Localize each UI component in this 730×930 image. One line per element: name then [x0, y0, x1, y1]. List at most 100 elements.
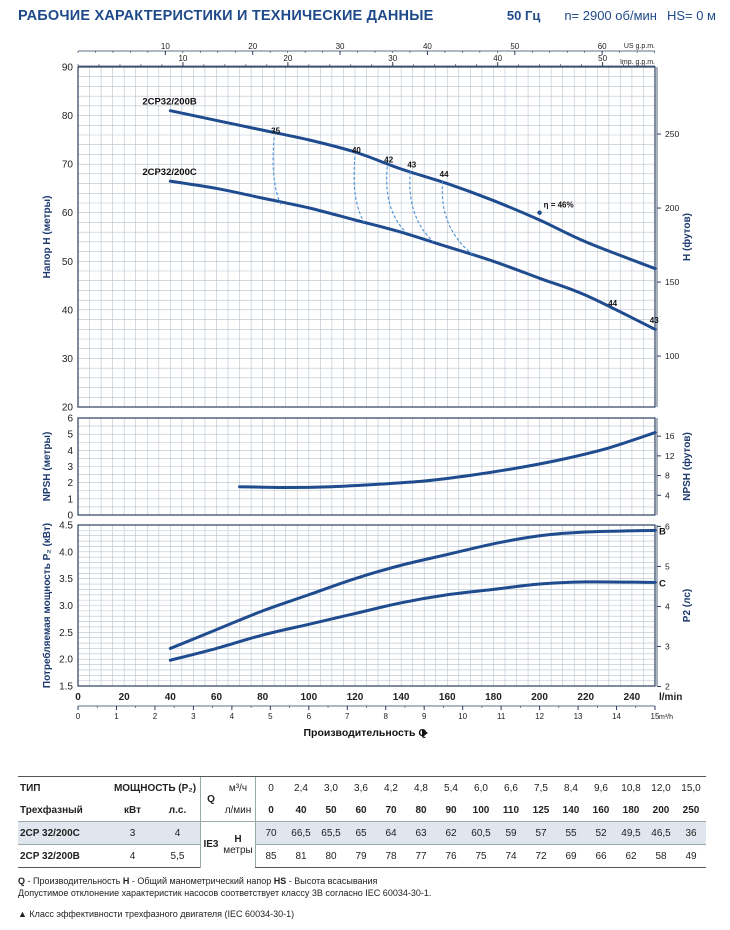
table-unit-m3h: м³/ч	[221, 776, 256, 799]
h-value-cell: 64	[376, 821, 406, 845]
note-h-text: - Общий манометрический напор	[129, 876, 274, 886]
q-lmin-cell: 100	[472, 804, 490, 816]
q-m3h-cell: 15,0	[676, 776, 706, 799]
x-tick-label: 80	[257, 692, 269, 703]
table-header-power: МОЩНОСТЬ (P₂)	[110, 776, 201, 799]
m3h-tick-label: 13	[574, 712, 583, 721]
x-tick-label: 220	[577, 692, 594, 703]
q-lmin-cell: 40	[295, 804, 307, 816]
h-value-cell: 58	[646, 844, 676, 868]
table-header-type: ТИП	[18, 776, 110, 799]
table-header-kw: кВт	[124, 804, 141, 816]
y-tick-label: 1.5	[59, 682, 73, 693]
efficiency-label: 35	[271, 126, 280, 135]
m3h-tick-label: 9	[422, 712, 427, 721]
q-m3h-cell: 6,0	[466, 776, 496, 799]
h-value-cell: 66	[586, 844, 616, 868]
table-row-kw: 4	[110, 844, 155, 868]
y-tick-label: 70	[62, 160, 74, 171]
x-tick-label: 140	[393, 692, 410, 703]
q-lmin-cell: 0	[255, 799, 286, 822]
speed-label: n= 2900 об/мин	[564, 8, 657, 23]
q-lmin-cell: 70	[385, 804, 397, 816]
h-value-cell: 66,5	[286, 821, 316, 845]
q-lmin-cell: 125	[532, 804, 550, 816]
x-tick-label: 100	[300, 692, 317, 703]
h-value-cell: 74	[496, 844, 526, 868]
q-lmin-cell: 60	[355, 804, 367, 816]
y-tick-label: 2	[67, 478, 73, 489]
q-lmin-cell: 200	[652, 804, 670, 816]
y-right-tick-label: 3	[665, 641, 670, 651]
y-tick-label: 3.0	[59, 601, 73, 612]
q-m3h-cell: 0	[255, 776, 286, 799]
h-value-cell: 81	[286, 844, 316, 868]
footer-ie-note: ▲ Класс эффективности трехфазного двигат…	[18, 909, 295, 919]
y-right-axis-title: NPSH (футов)	[681, 432, 693, 501]
h-value-cell: 55	[556, 821, 586, 845]
notes-tolerance: Допустимое отклонение характеристик насо…	[18, 887, 432, 898]
us-gpm-unit: US g.p.m.	[624, 43, 655, 50]
efficiency-curve	[441, 181, 476, 257]
y-tick-label: 60	[62, 208, 74, 219]
efficiency-curve	[409, 171, 434, 243]
m3h-tick-label: 0	[76, 712, 81, 721]
technical-data-table: ТИП МОЩНОСТЬ (P₂) Q м³/ч 0 2,4 3,0 3,6 4,2 4…	[18, 776, 706, 868]
h-value-cell: 76	[436, 844, 466, 868]
table-row-model: 2CP 32/200C	[18, 821, 110, 845]
series-line	[168, 109, 657, 271]
y-tick-label: 2.0	[59, 655, 73, 666]
notes-legend: Q - Производительность H - Общий маномет…	[18, 876, 431, 888]
q-m3h-cell: 8,4	[556, 776, 586, 799]
y-tick-label: 50	[62, 257, 74, 268]
m3h-tick-label: 12	[535, 712, 544, 721]
q-lmin-cell: 50	[325, 804, 337, 816]
h-value-cell: 49	[676, 844, 706, 868]
y-right-axis-title: H (футов)	[681, 213, 693, 261]
efficiency-label: 43	[650, 316, 659, 325]
y-axis-title: NPSH (метры)	[42, 432, 53, 502]
m3h-tick-label: 7	[345, 712, 350, 721]
m3h-tick-label: 5	[268, 712, 273, 721]
y-tick-label: 3	[67, 462, 73, 473]
efficiency-curve	[386, 166, 407, 233]
header-specs: 50 Гц n= 2900 об/мин HS= 0 м	[507, 8, 716, 23]
h-value-cell: 78	[376, 844, 406, 868]
efficiency-max-label: η = 46%	[544, 201, 574, 210]
h-value-cell: 59	[496, 821, 526, 845]
us-gpm-tick-label: 50	[510, 42, 519, 51]
y-tick-label: 90	[62, 63, 74, 74]
h-unit: метры	[223, 844, 253, 856]
x-axis-title: Производительность Q	[303, 727, 426, 739]
y-axis-title: Потребляемая мощность P₂ (кВт)	[41, 523, 53, 688]
q-m3h-cell: 2,4	[286, 776, 316, 799]
note-hs-text: - Высота всасывания	[286, 876, 378, 886]
series-label: B	[659, 526, 666, 537]
y-right-tick-label: 200	[665, 203, 679, 213]
series-label: C	[659, 578, 666, 589]
m3h-tick-label: 1	[114, 712, 119, 721]
q-lmin-cell: 110	[502, 804, 520, 816]
h-value-cell: 75	[466, 844, 496, 868]
x-tick-label: 60	[211, 692, 223, 703]
y-tick-label: 2.5	[59, 628, 73, 639]
h-value-cell: 72	[526, 844, 556, 868]
q-m3h-cell: 7,5	[526, 776, 556, 799]
h-value-cell: 63	[406, 821, 436, 845]
table-row-model: 2CP 32/200B	[18, 844, 110, 868]
m3h-tick-label: 2	[153, 712, 158, 721]
us-gpm-tick-label: 60	[598, 42, 607, 51]
series-label: 2CP32/200C	[142, 167, 197, 178]
q-m3h-cell: 3,6	[346, 776, 376, 799]
series-label: 2CP32/200B	[142, 97, 197, 108]
m3h-tick-label: 3	[191, 712, 196, 721]
ie-class-cell: IE3	[200, 821, 221, 868]
q-m3h-cell: 12,0	[646, 776, 676, 799]
notes: Q - Производительность H - Общий маномет…	[18, 876, 431, 899]
m3h-tick-label: 4	[230, 712, 235, 721]
note-hs-key: HS	[273, 876, 287, 886]
x-tick-label: 20	[119, 692, 131, 703]
h-label: H	[234, 833, 242, 845]
y-right-tick-label: 100	[665, 351, 679, 361]
